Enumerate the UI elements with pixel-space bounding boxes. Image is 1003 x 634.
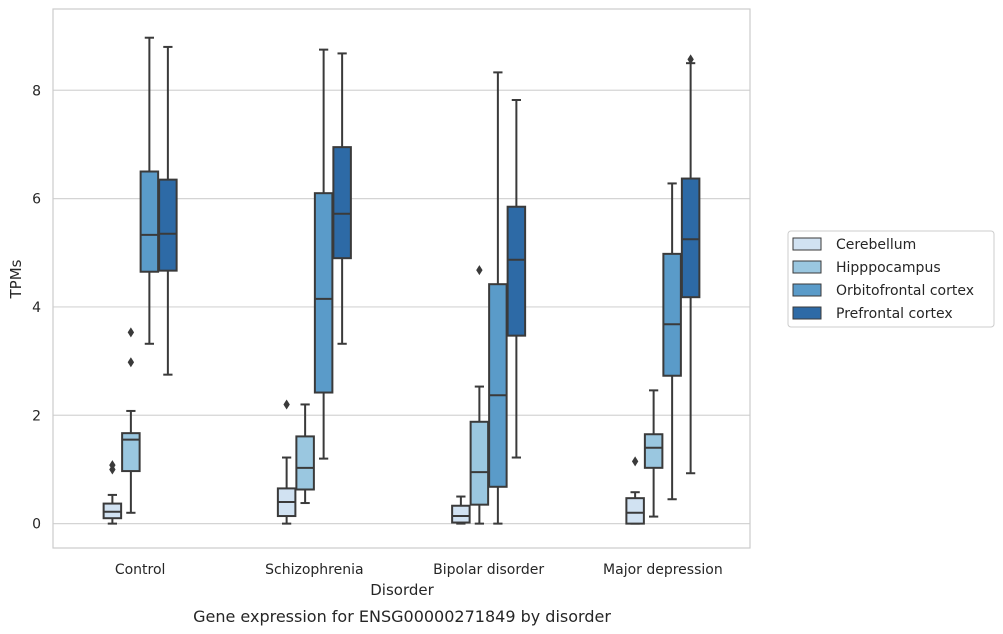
y-tick-label: 0 bbox=[32, 517, 41, 533]
box-body bbox=[451, 504, 471, 524]
plot-frame bbox=[52, 8, 751, 549]
outlier-point bbox=[283, 399, 290, 410]
outlier-point bbox=[127, 327, 135, 338]
box-hipppocampus-1 bbox=[295, 403, 315, 505]
x-tick-label: Control bbox=[115, 562, 166, 578]
box-prefrontal-cortex-0 bbox=[158, 45, 178, 376]
x-axis-label: Disorder bbox=[370, 581, 434, 599]
legend-swatch bbox=[792, 260, 822, 274]
box-hipppocampus-2 bbox=[469, 265, 490, 525]
box-prefrontal-cortex-2 bbox=[506, 99, 527, 459]
outlier-point bbox=[476, 265, 483, 276]
outlier-point bbox=[687, 54, 694, 65]
legend-label: Orbitofrontal cortex bbox=[836, 283, 974, 299]
box-orbitofrontal-cortex-1 bbox=[313, 48, 334, 460]
outlier-point bbox=[631, 456, 639, 467]
y-tick-label: 2 bbox=[32, 408, 41, 424]
legend-label: Cerebellum bbox=[836, 237, 916, 253]
box-body bbox=[469, 420, 490, 506]
box-body bbox=[680, 177, 701, 299]
y-axis-label: TPMs bbox=[7, 259, 25, 299]
box-body bbox=[139, 170, 160, 273]
box-cerebellum-1 bbox=[276, 399, 297, 525]
box-cerebellum-3 bbox=[625, 456, 645, 525]
y-tick-label: 6 bbox=[32, 192, 41, 208]
box-body bbox=[643, 433, 664, 469]
box-body bbox=[121, 432, 141, 473]
box-body bbox=[488, 283, 508, 488]
box-cerebellum-0 bbox=[102, 460, 123, 525]
x-tick-label: Bipolar disorder bbox=[433, 562, 544, 578]
box-cerebellum-2 bbox=[451, 495, 471, 525]
box-body bbox=[506, 205, 527, 337]
box-series bbox=[102, 36, 701, 525]
legend: Cerebellum Hipppocampus Orbitofrontal cort… bbox=[787, 230, 995, 328]
box-hipppocampus-3 bbox=[643, 389, 664, 518]
y-tick-label: 8 bbox=[32, 83, 41, 99]
box-body bbox=[158, 178, 178, 272]
box-body bbox=[662, 252, 682, 377]
box-orbitofrontal-cortex-2 bbox=[488, 71, 508, 525]
chart-caption: Gene expression for ENSG00000271849 by d… bbox=[193, 607, 611, 626]
legend-label: Hipppocampus bbox=[836, 260, 941, 276]
legend-swatch bbox=[792, 283, 822, 297]
box-orbitofrontal-cortex-3 bbox=[662, 182, 682, 501]
legend-label: Prefrontal cortex bbox=[836, 306, 953, 322]
box-body bbox=[625, 497, 645, 525]
legend-frame bbox=[787, 230, 995, 328]
legend-swatch bbox=[792, 237, 822, 251]
x-tick-labels: Control Schizophrenia Bipolar disorder Majo… bbox=[115, 562, 723, 578]
box-prefrontal-cortex-3 bbox=[680, 54, 701, 475]
box-orbitofrontal-cortex-0 bbox=[139, 36, 160, 345]
legend-swatch bbox=[792, 306, 822, 320]
outlier-point bbox=[109, 460, 116, 471]
x-tick-label: Schizophrenia bbox=[265, 562, 363, 578]
box-body bbox=[295, 435, 315, 491]
y-tick-labels: 0 2 4 6 8 bbox=[32, 83, 41, 532]
box-body bbox=[332, 146, 352, 260]
x-tick-label: Major depression bbox=[603, 562, 723, 578]
box-body bbox=[313, 192, 334, 394]
y-tick-label: 4 bbox=[32, 300, 41, 316]
box-prefrontal-cortex-1 bbox=[332, 52, 352, 345]
outlier-point bbox=[127, 357, 135, 368]
box-hipppocampus-0 bbox=[121, 327, 141, 514]
